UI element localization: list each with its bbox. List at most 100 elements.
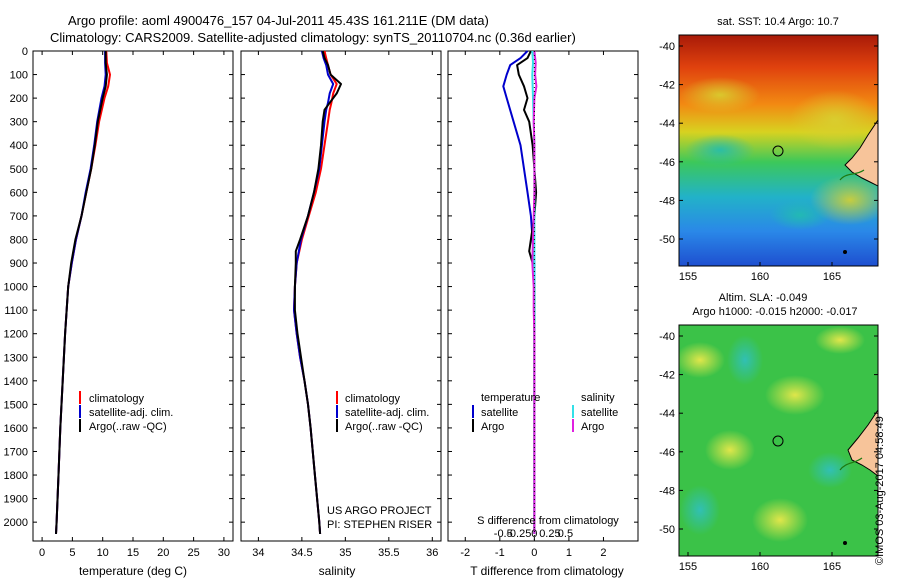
x-tick-label-top: 0 xyxy=(531,528,537,540)
x-tick-label: 36 xyxy=(426,547,438,559)
lon-tick-label: 165 xyxy=(823,561,841,573)
depth-tick-label: 1400 xyxy=(4,376,28,388)
depth-tick-label: 2000 xyxy=(4,517,28,529)
sst-axis: -40 -42 -44 -46 -48 -50 155 160 165 xyxy=(659,41,878,283)
difference-legend: temperature satellite Argo salinity sate… xyxy=(472,392,618,433)
lat-tick-label: -44 xyxy=(659,408,675,420)
depth-tick-label: 1200 xyxy=(4,329,28,341)
x-tick-label-top: 0.5 xyxy=(558,528,573,540)
x-tick-label: 35.5 xyxy=(378,547,399,559)
depth-tick-label: 300 xyxy=(10,117,28,129)
x-tick-label: 34 xyxy=(252,547,264,559)
sla-title1: Altim. SLA: -0.049 xyxy=(719,292,808,304)
sla-title2: Argo h1000: -0.015 h2000: -0.017 xyxy=(692,306,857,318)
x-tick-label: 15 xyxy=(127,547,139,559)
legend-label-climatology: climatology xyxy=(345,393,401,405)
sla-map xyxy=(679,325,878,556)
x-tick-label: -1 xyxy=(495,547,505,559)
sst-title: sat. SST: 10.4 Argo: 10.7 xyxy=(717,16,839,28)
temperature-xlabel: temperature (deg C) xyxy=(79,564,187,578)
legend-label-argo: Argo(..raw -QC) xyxy=(345,421,423,433)
header-line2: Climatology: CARS2009. Satellite-adjuste… xyxy=(50,30,576,45)
depth-tick-label: 700 xyxy=(10,211,28,223)
lon-tick-label: 160 xyxy=(751,561,769,573)
lat-tick-label: -42 xyxy=(659,370,675,382)
x-tick-label: 34.5 xyxy=(291,547,312,559)
x-tick-label: 35 xyxy=(339,547,351,559)
legend-title-salinity: salinity xyxy=(581,392,615,404)
series-line-argo xyxy=(293,50,342,534)
series-line-argo xyxy=(55,51,108,534)
temperature-panel xyxy=(32,50,234,542)
lat-tick-label: -50 xyxy=(659,234,675,246)
lon-tick-label: 155 xyxy=(679,271,697,283)
depth-tick-label: 400 xyxy=(10,140,28,152)
legend-label-argo: Argo(..raw -QC) xyxy=(89,421,167,433)
depth-tick-label: 1900 xyxy=(4,494,28,506)
legend-label-s-satellite: satellite xyxy=(581,407,618,419)
x-tick-label: 20 xyxy=(157,547,169,559)
temperature-plot: 0 5 10 15 20 25 30 xyxy=(39,50,230,559)
project-annotation: US ARGO PROJECT xyxy=(327,505,432,517)
depth-tick-label: 1100 xyxy=(4,305,28,317)
legend-label-t-argo: Argo xyxy=(481,421,504,433)
sst-map-frame xyxy=(678,34,879,267)
difference-xlabel-top: S difference from climatology xyxy=(477,515,619,527)
lon-tick-label: 160 xyxy=(751,271,769,283)
depth-tick-label: 1500 xyxy=(4,399,28,411)
x-tick-label: 30 xyxy=(218,547,230,559)
salinity-panel xyxy=(240,50,442,542)
x-tick-label: 0 xyxy=(531,547,537,559)
lat-tick-label: -46 xyxy=(659,447,675,459)
depth-tick-label: 600 xyxy=(10,187,28,199)
sst-map xyxy=(679,35,878,266)
depth-tick-label: 1000 xyxy=(4,282,28,294)
depth-tick-label: 900 xyxy=(10,258,28,270)
depth-tick-label: 1700 xyxy=(4,446,28,458)
legend-label-satellite: satellite-adj. clim. xyxy=(345,407,429,419)
lat-tick-label: -46 xyxy=(659,157,675,169)
lat-tick-label: -40 xyxy=(659,331,675,343)
lon-tick-label: 165 xyxy=(823,271,841,283)
series-line-sal_argo xyxy=(531,50,538,534)
x-tick-label: 5 xyxy=(69,547,75,559)
depth-tick-label: 500 xyxy=(10,164,28,176)
legend-label-t-satellite: satellite xyxy=(481,407,518,419)
depth-tick-label: 1600 xyxy=(4,423,28,435)
legend-label-s-argo: Argo xyxy=(581,421,604,433)
depth-tick-label: 1800 xyxy=(4,470,28,482)
header-line1: Argo profile: aoml 4900476_157 04-Jul-20… xyxy=(68,13,489,28)
salinity-xlabel: salinity xyxy=(319,564,356,578)
temperature-legend: climatology satellite-adj. clim. Argo(..… xyxy=(79,391,173,433)
depth-tick-label: 1300 xyxy=(4,352,28,364)
x-tick-label-top: 0.25 xyxy=(539,528,560,540)
x-tick-label: -2 xyxy=(460,547,470,559)
legend-label-satellite: satellite-adj. clim. xyxy=(89,407,173,419)
x-tick-label: 2 xyxy=(600,547,606,559)
x-tick-label: 0 xyxy=(39,547,45,559)
lat-tick-label: -44 xyxy=(659,118,675,130)
depth-tick-label: 800 xyxy=(10,234,28,246)
depth-tick-label: 200 xyxy=(10,93,28,105)
x-tick-label: 10 xyxy=(97,547,109,559)
lat-tick-label: -50 xyxy=(659,524,675,536)
lat-tick-label: -40 xyxy=(659,41,675,53)
difference-panel xyxy=(447,50,639,542)
depth-axis: 0 100 200 300 400 500 600 700 800 900 1000 1100 1200… xyxy=(4,46,638,529)
x-tick-label: 1 xyxy=(566,547,572,559)
sla-map-frame xyxy=(678,324,879,557)
pi-annotation: PI: STEPHEN RISER xyxy=(327,519,432,531)
salinity-legend: climatology satellite-adj. clim. Argo(..… xyxy=(336,391,429,433)
lat-tick-label: -48 xyxy=(659,195,675,207)
credit-text: ©IMOS 03-Aug-2017 04:58:49 xyxy=(874,416,886,565)
x-tick-label-top: -0.25 xyxy=(506,528,531,540)
difference-plot: -2 -1 0 1 2 -0.5-0.25 0 0.250.5 xyxy=(460,50,607,559)
legend-title-temperature: temperature xyxy=(481,392,540,404)
x-tick-label-top: -0.5 xyxy=(494,528,513,540)
legend-label-climatology: climatology xyxy=(89,393,145,405)
sla-axis: -40 -42 -44 -46 -48 -50 155 160 165 xyxy=(659,331,878,573)
lon-tick-label: 155 xyxy=(679,561,697,573)
x-tick-label: 25 xyxy=(187,547,199,559)
depth-tick-label: 0 xyxy=(22,46,28,58)
